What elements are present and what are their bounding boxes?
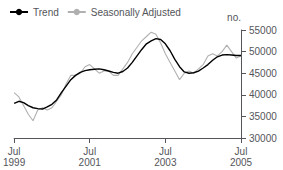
svg-text:2001: 2001	[79, 157, 102, 168]
svg-text:30000: 30000	[249, 133, 277, 144]
svg-text:1999: 1999	[3, 157, 26, 168]
svg-text:Jul: Jul	[8, 146, 21, 157]
svg-text:35000: 35000	[249, 111, 277, 122]
svg-text:no.: no.	[227, 12, 241, 23]
svg-text:Trend: Trend	[33, 7, 59, 18]
svg-text:Seasonally Adjusted: Seasonally Adjusted	[91, 7, 181, 18]
svg-text:Jul: Jul	[159, 146, 172, 157]
svg-text:2005: 2005	[230, 157, 253, 168]
svg-text:45000: 45000	[249, 68, 277, 79]
svg-text:2003: 2003	[154, 157, 177, 168]
svg-text:50000: 50000	[249, 46, 277, 57]
svg-text:Jul: Jul	[235, 146, 248, 157]
svg-text:Jul: Jul	[83, 146, 96, 157]
svg-text:55000: 55000	[249, 25, 277, 36]
svg-text:40000: 40000	[249, 89, 277, 100]
